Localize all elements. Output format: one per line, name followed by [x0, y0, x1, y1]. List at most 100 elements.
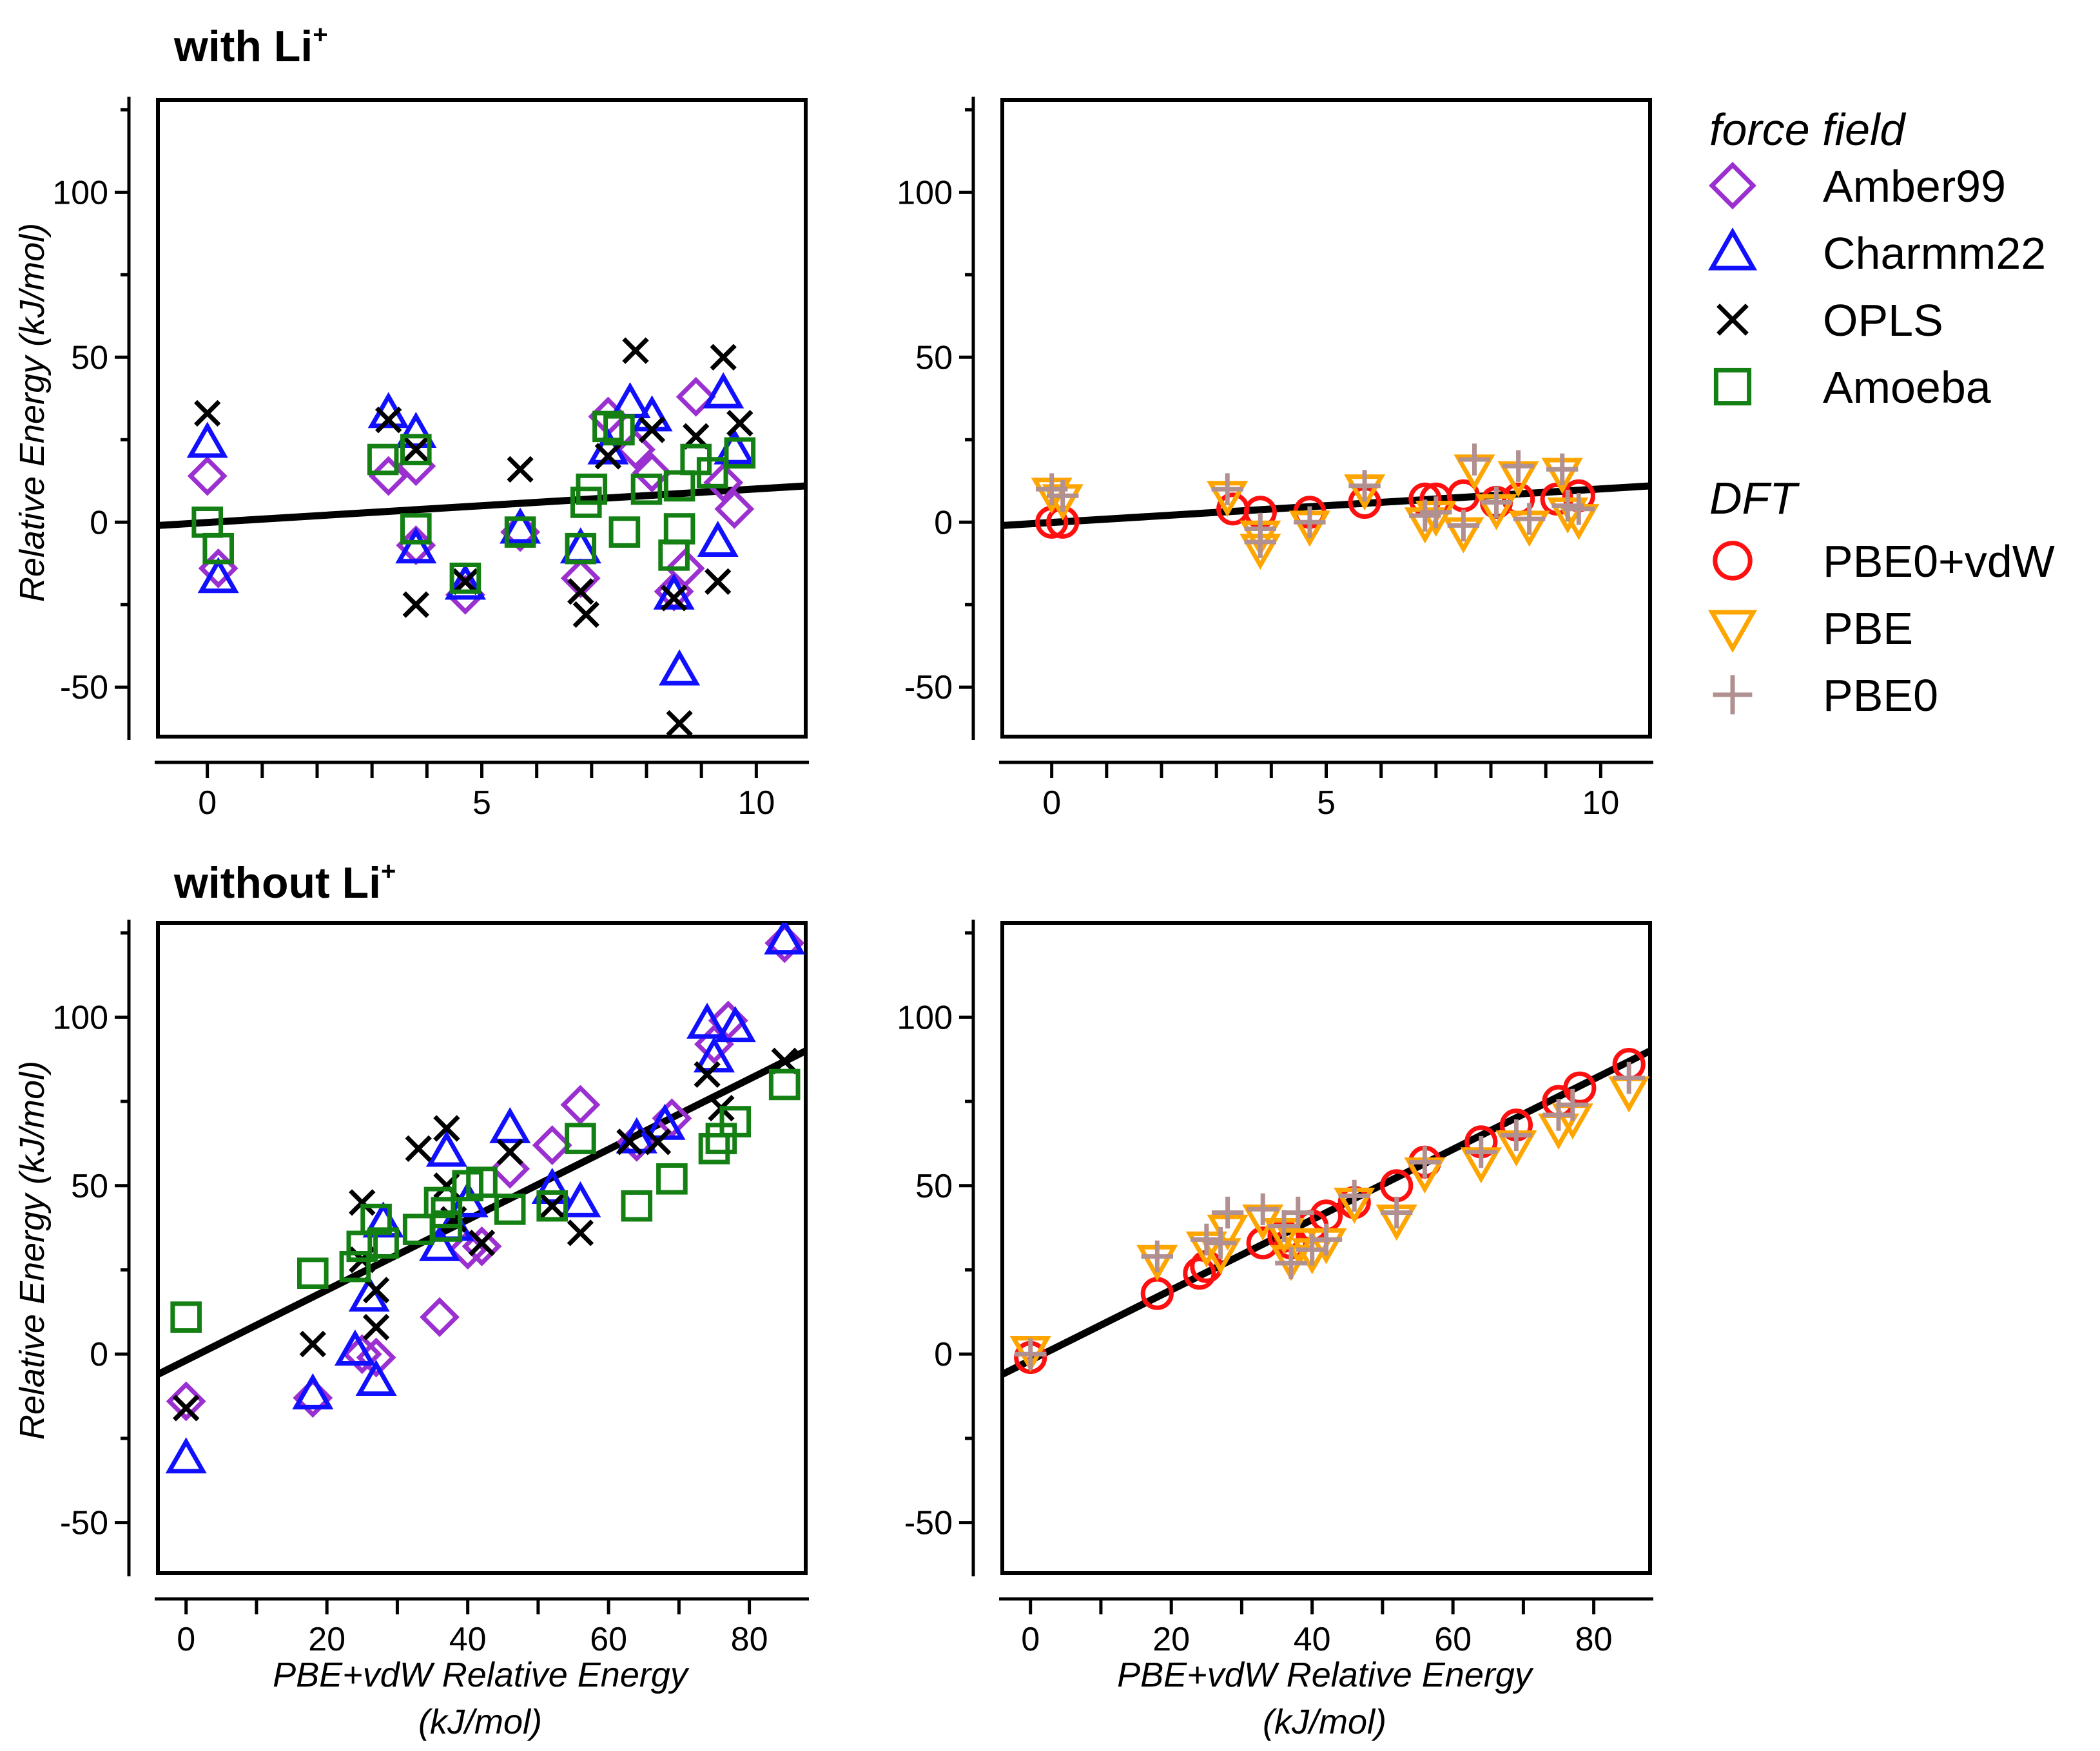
legend-entry-opls: OPLS: [1716, 295, 1943, 345]
pbe0-point: [1282, 1196, 1314, 1229]
pbe0-point: [1613, 1061, 1645, 1094]
bottom-left-panel: -50 0 50 100 0 20 40 60 80: [52, 920, 809, 1658]
amoeba-point: [576, 473, 608, 505]
bottom-row-title: without Li+: [173, 857, 396, 907]
pbe0-point: [1294, 506, 1326, 538]
top-right-series-pbe: [1031, 454, 1600, 570]
bottom-left-xlabel-line2: (kJ/mol): [418, 1703, 542, 1741]
amber99-legend-icon: [1709, 162, 1756, 209]
pbe0-point: [1557, 1088, 1589, 1121]
charmm22-point: [531, 1167, 573, 1204]
opls-point: [644, 1128, 672, 1156]
opls-point: [405, 1135, 432, 1162]
amoeba-point: [360, 1203, 392, 1235]
charmm22-point: [348, 1275, 390, 1312]
panels: -50 0 50 100 0 5 10 -50 0 50 100 0 5 10 -50 0 50 100 0 20 40…: [52, 97, 1653, 1658]
legend-label-amoeba: Amoeba: [1823, 362, 1991, 412]
bottom-left-ytick-label: 0: [90, 1336, 108, 1373]
charmm22-point: [500, 507, 541, 544]
charmm22-point: [186, 421, 228, 458]
amoeba-point: [621, 1190, 653, 1222]
charmm22-point: [197, 557, 239, 594]
amoeba-point: [170, 1301, 202, 1333]
pbe0-point: [1458, 443, 1491, 476]
amber99-point: [420, 1297, 460, 1337]
top-right-xtick-label: 10: [1582, 784, 1619, 822]
amber99-point: [632, 452, 672, 493]
top-right-xtick-label: 5: [1317, 784, 1336, 822]
amoeba-point: [656, 1163, 688, 1195]
opls-point: [539, 1192, 566, 1219]
bottom-left-ytick-label: -50: [60, 1505, 108, 1542]
pbe0-point: [1247, 1193, 1279, 1226]
opls-point: [507, 456, 534, 483]
legend-label-charmm22: Charmm22: [1823, 228, 2046, 278]
pbe0-point: [1141, 1240, 1173, 1273]
charmm22-point: [292, 1373, 334, 1409]
pbe-legend-icon: [1707, 610, 1758, 653]
amoeba-point: [494, 1194, 526, 1225]
legend-label-pbe0-vdw: PBE0+vdW: [1823, 536, 2055, 586]
bottom-right-panel: -50 0 50 100 0 20 40 60 80: [897, 920, 1653, 1658]
pbe0-point: [1338, 1179, 1370, 1212]
bottom-right-fit-line: [1002, 1047, 1650, 1378]
amoeba-point: [608, 516, 641, 548]
legend-entry-pbe0: PBE0: [1713, 670, 1938, 721]
bottom-right-xtick-label: 20: [1152, 1621, 1190, 1658]
legend-dft-heading: DFT: [1709, 473, 1800, 523]
bottom-right-xtick-label: 60: [1434, 1621, 1472, 1658]
amber99-point: [368, 456, 409, 496]
amoeba-point: [400, 434, 432, 465]
charmm22-point: [425, 1130, 467, 1167]
pbe0-point: [1015, 1338, 1047, 1370]
pbe0-point: [1310, 1223, 1343, 1256]
pbe0-point: [1408, 1146, 1441, 1178]
opls-point: [694, 1061, 721, 1088]
bottom-right-xtick-label: 40: [1294, 1621, 1331, 1658]
pbe0-point: [1348, 470, 1381, 502]
amoeba-point: [449, 563, 481, 594]
amoeba-point: [504, 516, 536, 548]
top-right-ytick-label: -50: [904, 669, 953, 706]
amber99-point: [490, 1148, 530, 1189]
bottom-right-xlabel-line2: (kJ/mol): [1263, 1703, 1386, 1741]
amoeba-point: [565, 532, 597, 565]
amber99-point: [665, 548, 705, 588]
amber99-point: [764, 923, 805, 963]
opls-point: [468, 1230, 496, 1257]
bottom-left-xlabel-line1: PBE+vdW Relative Energy: [273, 1656, 690, 1694]
bottom-right-frame: [1000, 921, 1652, 1575]
amoeba-point: [536, 1190, 569, 1222]
bottom-right-ytick-label: 100: [897, 999, 953, 1036]
amoeba-point: [592, 411, 624, 443]
amber99-point: [560, 1085, 601, 1125]
opls-point: [567, 1219, 594, 1246]
pbe0-point: [1191, 1223, 1223, 1256]
bottom-left-ylabel: Relative Energy (kJ/mol): [13, 1061, 52, 1440]
pbe0-point: [1244, 526, 1276, 558]
charmm22-point: [659, 649, 701, 686]
top-row-title: with Li+: [173, 21, 328, 71]
legend-label-pbe0: PBE0: [1823, 670, 1938, 721]
bottom-left-frame: [156, 921, 808, 1575]
legend-entry-pbe0-vdw: PBE0+vdW: [1713, 536, 2055, 586]
pbe0-point: [1500, 1119, 1533, 1152]
opls-point: [771, 1047, 798, 1074]
legend-ff-heading: force field: [1709, 104, 1907, 155]
opls-point: [452, 568, 479, 595]
top-right-ytick-label: 50: [915, 339, 953, 376]
amber99-point: [703, 462, 744, 503]
pbe0-point: [1381, 1196, 1413, 1229]
charmm22-point: [697, 520, 739, 557]
opls-point: [349, 1189, 376, 1216]
pbe0-legend-icon: [1713, 675, 1753, 715]
opls-point: [660, 585, 688, 612]
opls-point: [666, 710, 693, 737]
amoeba-point: [297, 1257, 329, 1290]
amoeba-point: [367, 1227, 399, 1259]
opls-point: [496, 1138, 523, 1166]
amoeba-point: [663, 470, 695, 502]
amber99-point: [166, 1381, 206, 1422]
charmm22-point: [334, 1329, 376, 1366]
bottom-left-xtick-label: 20: [308, 1621, 345, 1658]
